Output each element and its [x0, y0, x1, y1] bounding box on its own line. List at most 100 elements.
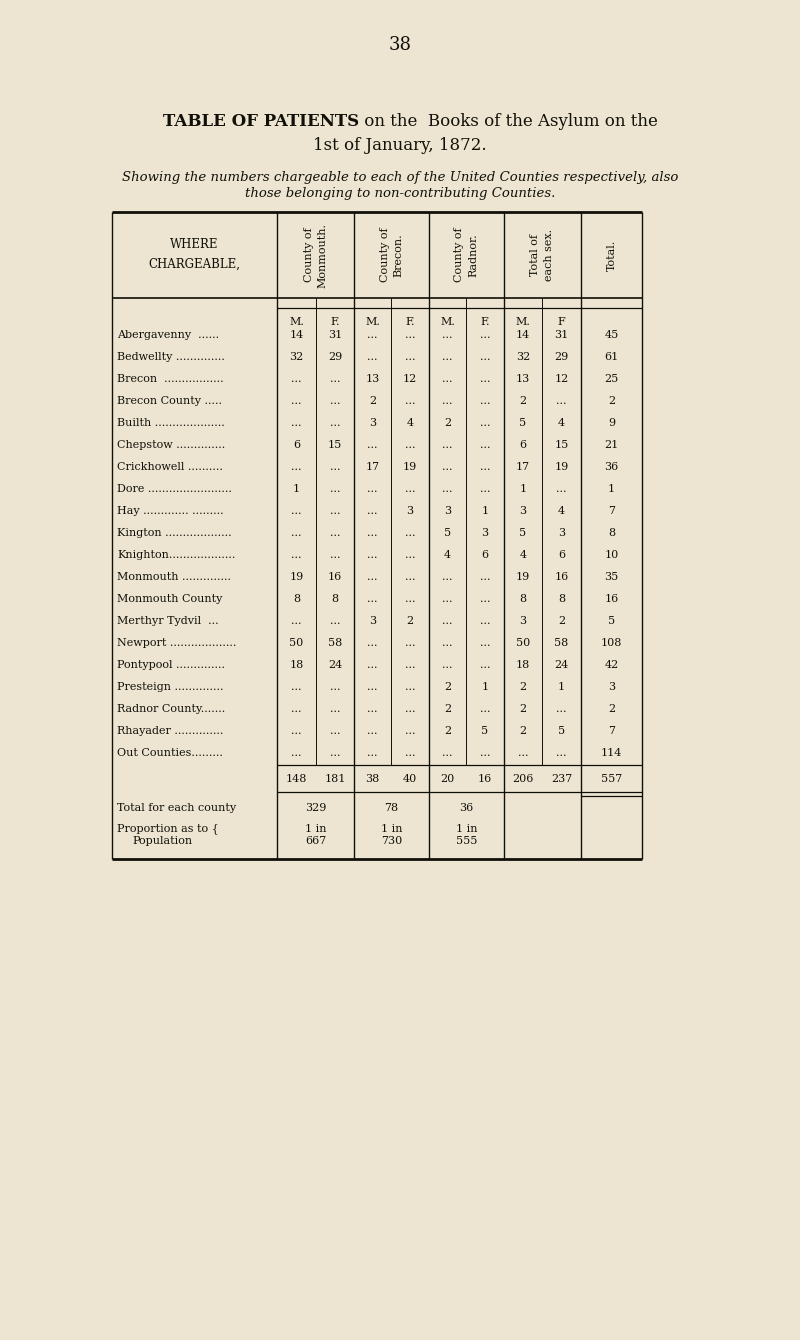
Text: 29: 29 [554, 352, 569, 362]
Text: 2: 2 [558, 616, 565, 626]
Text: Proportion as to {: Proportion as to { [117, 824, 218, 835]
Text: 3: 3 [519, 507, 526, 516]
Text: 148: 148 [286, 775, 307, 784]
Text: 1: 1 [482, 507, 489, 516]
Text: ...: ... [480, 462, 490, 472]
Text: Total.: Total. [606, 240, 617, 271]
Text: 5: 5 [519, 418, 526, 427]
Text: 2: 2 [444, 726, 451, 736]
Text: Total of
each sex.: Total of each sex. [530, 229, 554, 281]
Text: 25: 25 [604, 374, 618, 385]
Text: 3: 3 [444, 507, 451, 516]
Text: 3: 3 [608, 682, 615, 691]
Text: ...: ... [556, 748, 566, 758]
Text: 730: 730 [381, 836, 402, 846]
Text: ...: ... [367, 440, 378, 450]
Text: 29: 29 [328, 352, 342, 362]
Text: 237: 237 [551, 775, 572, 784]
Text: Abergavenny  ......: Abergavenny ...... [117, 330, 219, 340]
Text: ...: ... [442, 484, 453, 494]
Text: 181: 181 [324, 775, 346, 784]
Text: 1: 1 [519, 484, 526, 494]
Text: ...: ... [367, 748, 378, 758]
Text: 3: 3 [558, 528, 565, 537]
Text: 14: 14 [290, 330, 304, 340]
Text: 19: 19 [516, 572, 530, 582]
Text: 8: 8 [608, 528, 615, 537]
Text: 78: 78 [385, 803, 398, 813]
Text: ...: ... [480, 748, 490, 758]
Text: ...: ... [405, 726, 415, 736]
Text: ...: ... [480, 572, 490, 582]
Text: ...: ... [556, 484, 566, 494]
Text: ...: ... [442, 638, 453, 649]
Text: 50: 50 [290, 638, 304, 649]
Text: 10: 10 [604, 549, 618, 560]
Text: 36: 36 [604, 462, 618, 472]
Text: 31: 31 [554, 330, 569, 340]
Text: ...: ... [480, 616, 490, 626]
Text: 45: 45 [604, 330, 618, 340]
Text: 40: 40 [403, 775, 417, 784]
Text: 1: 1 [293, 484, 300, 494]
Text: ...: ... [291, 397, 302, 406]
Text: ...: ... [480, 594, 490, 604]
Text: 8: 8 [331, 594, 338, 604]
Text: 6: 6 [293, 440, 300, 450]
Text: ...: ... [367, 330, 378, 340]
Text: ...: ... [291, 528, 302, 537]
Text: Monmouth County: Monmouth County [117, 594, 222, 604]
Text: Kington ...................: Kington ................... [117, 528, 232, 537]
Text: ...: ... [405, 572, 415, 582]
Text: 32: 32 [516, 352, 530, 362]
Text: Population: Population [132, 836, 192, 846]
Text: 8: 8 [293, 594, 300, 604]
Text: ...: ... [480, 704, 490, 714]
Text: 7: 7 [608, 726, 615, 736]
Text: Presteign ..............: Presteign .............. [117, 682, 223, 691]
Text: 2: 2 [608, 704, 615, 714]
Text: 24: 24 [554, 661, 569, 670]
Text: 555: 555 [456, 836, 477, 846]
Text: Pontypool ..............: Pontypool .............. [117, 661, 225, 670]
Text: 14: 14 [516, 330, 530, 340]
Text: County of
Monmouth.: County of Monmouth. [303, 222, 327, 288]
Text: 58: 58 [554, 638, 569, 649]
Text: 4: 4 [558, 507, 565, 516]
Text: ...: ... [330, 748, 340, 758]
Text: Hay ............. .........: Hay ............. ......... [117, 507, 224, 516]
Text: ...: ... [442, 440, 453, 450]
Text: County of
Radnor.: County of Radnor. [454, 228, 478, 283]
Text: 2: 2 [519, 704, 526, 714]
Text: 19: 19 [290, 572, 304, 582]
Text: 1 in: 1 in [305, 824, 326, 833]
Text: ...: ... [291, 374, 302, 385]
Text: 5: 5 [558, 726, 565, 736]
Text: ...: ... [291, 748, 302, 758]
Text: ...: ... [330, 704, 340, 714]
Text: ...: ... [405, 549, 415, 560]
Text: those belonging to non-contributing Counties.: those belonging to non-contributing Coun… [245, 188, 555, 201]
Text: 24: 24 [328, 661, 342, 670]
Text: 114: 114 [601, 748, 622, 758]
Text: 4: 4 [519, 549, 526, 560]
Text: Newport ...................: Newport ................... [117, 638, 236, 649]
Text: 1: 1 [482, 682, 489, 691]
Text: 557: 557 [601, 775, 622, 784]
Text: Knighton...................: Knighton................... [117, 549, 235, 560]
Text: 8: 8 [519, 594, 526, 604]
Text: M.: M. [440, 318, 455, 327]
Text: F.: F. [330, 318, 340, 327]
Text: ...: ... [518, 748, 528, 758]
Text: 16: 16 [554, 572, 569, 582]
Text: ...: ... [291, 682, 302, 691]
Text: ...: ... [291, 507, 302, 516]
Text: ...: ... [480, 484, 490, 494]
Text: 2: 2 [608, 397, 615, 406]
Text: 50: 50 [516, 638, 530, 649]
Text: ...: ... [442, 572, 453, 582]
Text: M.: M. [365, 318, 380, 327]
Text: Brecon  .................: Brecon ................. [117, 374, 224, 385]
Text: 1 in: 1 in [381, 824, 402, 833]
Text: 6: 6 [558, 549, 565, 560]
